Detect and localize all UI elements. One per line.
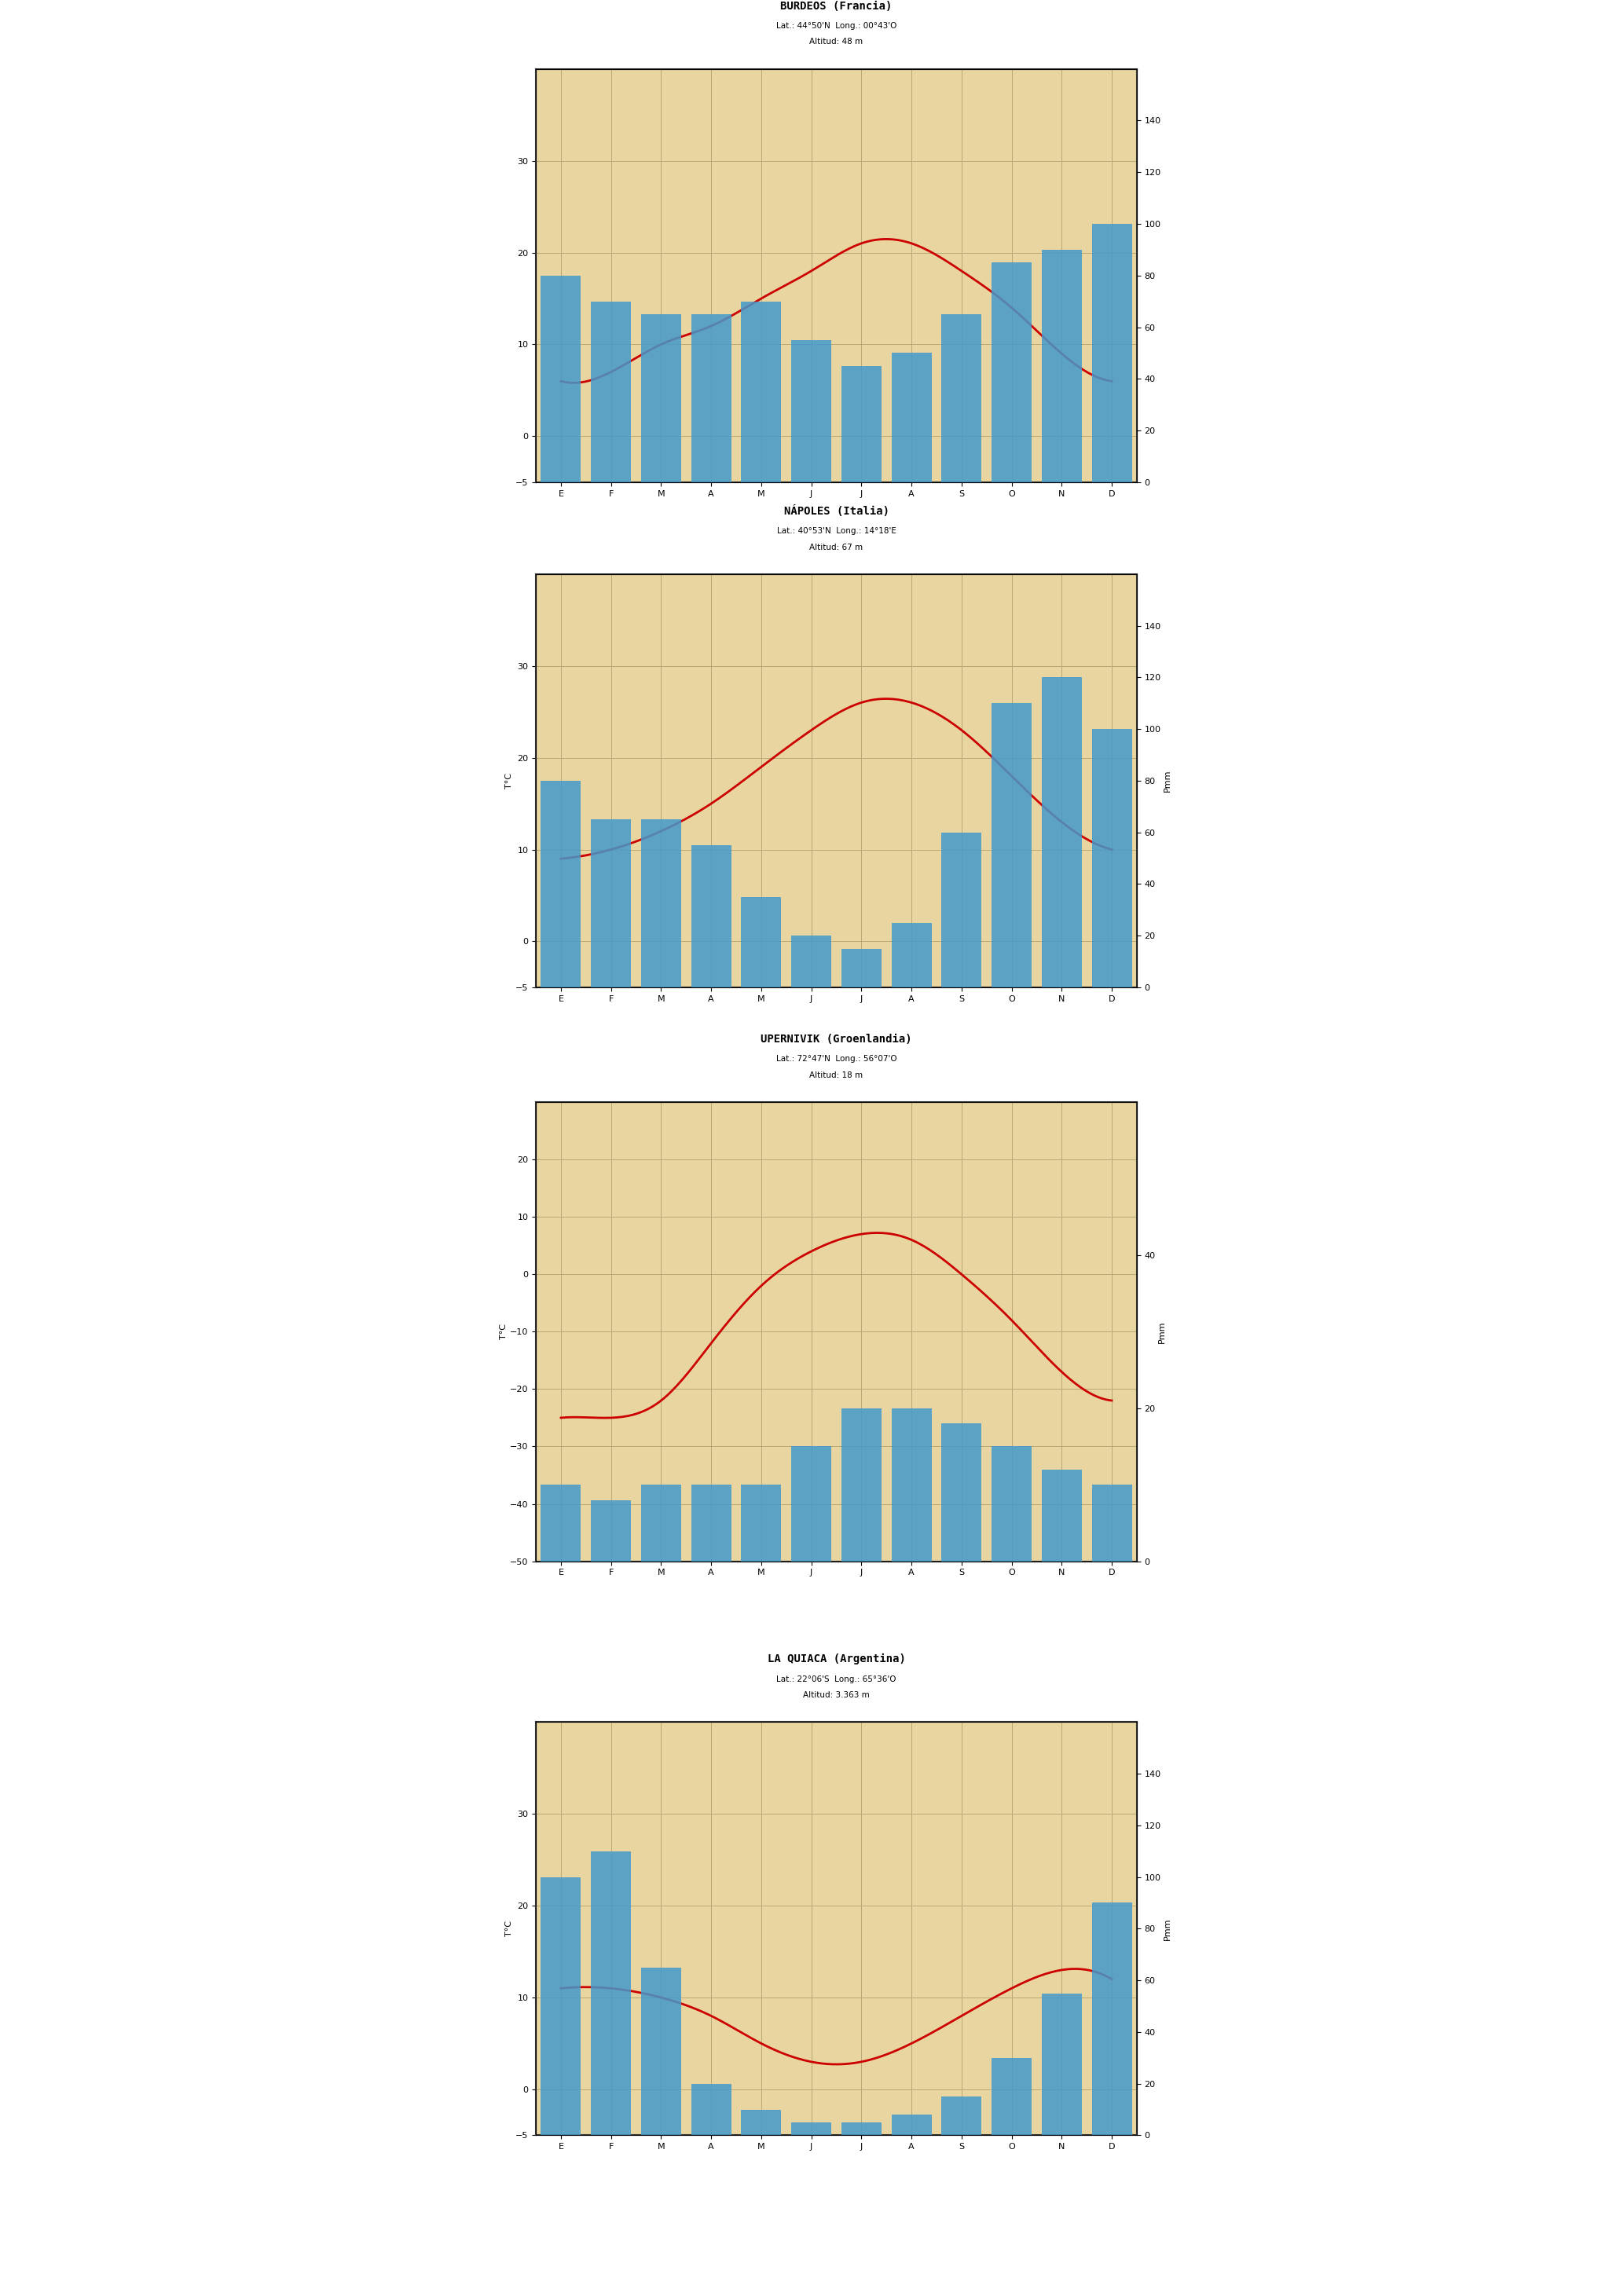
Text: BURDEOS (Francia): BURDEOS (Francia): [781, 0, 892, 11]
Text: LA QUIACA (Argentina): LA QUIACA (Argentina): [767, 1653, 906, 1665]
Bar: [892, 1407, 932, 1561]
Text: Lat.: 44°50'N  Long.: 00°43'O: Lat.: 44°50'N Long.: 00°43'O: [776, 23, 896, 30]
Y-axis label: Pmm: Pmm: [1163, 1917, 1171, 1940]
Bar: [1041, 1469, 1082, 1561]
Bar: [591, 820, 632, 987]
Bar: [1041, 1993, 1082, 2135]
Bar: [1041, 250, 1082, 482]
Bar: [541, 1878, 581, 2135]
Text: Altitud: 67 m: Altitud: 67 m: [810, 544, 862, 551]
Bar: [591, 301, 632, 482]
Bar: [541, 781, 581, 987]
Bar: [641, 820, 680, 987]
Text: Lat.: 40°53'N  Long.: 14°18'E: Lat.: 40°53'N Long.: 14°18'E: [776, 528, 896, 535]
Y-axis label: T°C: T°C: [505, 774, 513, 788]
Bar: [1041, 677, 1082, 987]
Bar: [992, 2057, 1031, 2135]
Bar: [541, 276, 581, 482]
Bar: [692, 1486, 731, 1561]
Bar: [741, 301, 781, 482]
Bar: [892, 2115, 932, 2135]
Text: UPERNIVIK (Groenlandia): UPERNIVIK (Groenlandia): [760, 1033, 913, 1045]
Bar: [942, 833, 981, 987]
Bar: [892, 354, 932, 482]
Y-axis label: Pmm: Pmm: [1158, 1320, 1166, 1343]
Bar: [791, 1446, 831, 1561]
Bar: [791, 937, 831, 987]
Bar: [591, 1851, 632, 2135]
Bar: [1091, 1486, 1132, 1561]
Bar: [791, 2122, 831, 2135]
Bar: [841, 2122, 882, 2135]
Bar: [641, 1486, 680, 1561]
Bar: [692, 315, 731, 482]
Text: Altitud: 18 m: Altitud: 18 m: [810, 1072, 862, 1079]
Y-axis label: T°C: T°C: [505, 1922, 513, 1936]
Text: NÁPOLES (Italia): NÁPOLES (Italia): [784, 505, 888, 517]
Bar: [692, 845, 731, 987]
Bar: [892, 923, 932, 987]
Text: Altitud: 3.363 m: Altitud: 3.363 m: [802, 1692, 870, 1699]
Bar: [791, 340, 831, 482]
Bar: [741, 1486, 781, 1561]
Bar: [541, 1486, 581, 1561]
Y-axis label: Pmm: Pmm: [1163, 769, 1171, 792]
Bar: [692, 2085, 731, 2135]
Bar: [1091, 223, 1132, 482]
Bar: [942, 1424, 981, 1561]
Y-axis label: T°C: T°C: [500, 1325, 508, 1339]
Bar: [591, 1499, 632, 1561]
Bar: [741, 2110, 781, 2135]
Text: Altitud: 48 m: Altitud: 48 m: [810, 39, 862, 46]
Bar: [1091, 1903, 1132, 2135]
Bar: [841, 365, 882, 482]
Bar: [942, 315, 981, 482]
Bar: [841, 948, 882, 987]
Bar: [942, 2096, 981, 2135]
Bar: [741, 898, 781, 987]
Bar: [992, 262, 1031, 482]
Bar: [641, 1968, 680, 2135]
Bar: [841, 1407, 882, 1561]
Bar: [992, 1446, 1031, 1561]
Bar: [1091, 730, 1132, 987]
Bar: [992, 703, 1031, 987]
Bar: [641, 315, 680, 482]
Text: Lat.: 22°06'S  Long.: 65°36'O: Lat.: 22°06'S Long.: 65°36'O: [776, 1676, 896, 1683]
Text: Lat.: 72°47'N  Long.: 56°07'O: Lat.: 72°47'N Long.: 56°07'O: [776, 1056, 896, 1063]
